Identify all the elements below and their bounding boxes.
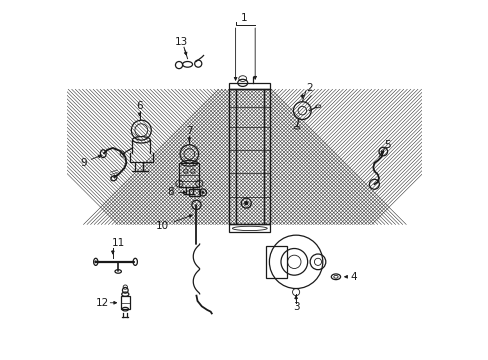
Bar (229, 83, 270, 89)
Bar (265, 246, 286, 278)
Text: 13: 13 (174, 37, 187, 47)
Text: 9: 9 (80, 158, 87, 168)
Text: 12: 12 (95, 298, 108, 308)
Bar (229, 89, 270, 225)
Text: 3: 3 (292, 302, 299, 312)
Text: 1: 1 (241, 13, 247, 23)
Circle shape (201, 191, 204, 194)
Bar (179, 163, 199, 187)
Text: 6: 6 (136, 102, 142, 111)
Bar (235, 89, 264, 225)
Bar (229, 89, 235, 225)
Text: 7: 7 (185, 126, 192, 136)
Bar (121, 296, 129, 309)
Text: 5: 5 (384, 140, 390, 150)
Bar (264, 89, 270, 225)
Text: 11: 11 (111, 238, 124, 248)
Text: 4: 4 (350, 272, 357, 282)
Circle shape (244, 201, 248, 205)
Bar (189, 189, 200, 195)
Text: 10: 10 (156, 221, 169, 230)
Circle shape (94, 260, 97, 263)
Text: 2: 2 (305, 83, 312, 93)
Bar (229, 225, 270, 232)
Text: 8: 8 (167, 188, 174, 197)
